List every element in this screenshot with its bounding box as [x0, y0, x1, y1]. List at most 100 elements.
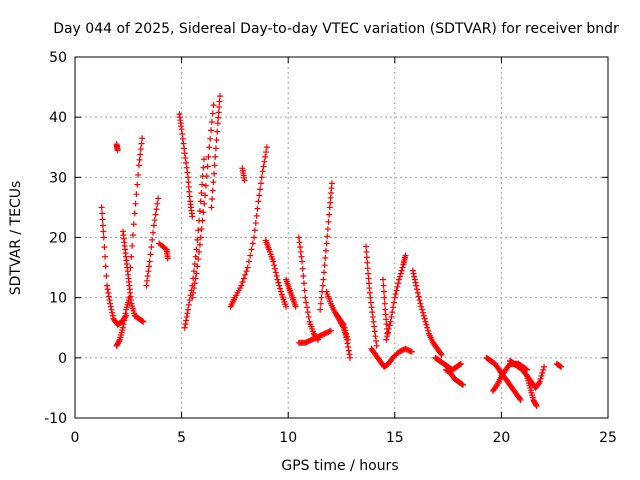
data-point-interp: [212, 153, 219, 160]
data-point-interp: [256, 192, 263, 199]
data-point-interp: [153, 206, 160, 213]
data-point-interp: [318, 294, 325, 301]
data-point-interp: [277, 288, 284, 295]
data-point-interp: [185, 301, 192, 308]
series-arc-03: [113, 294, 133, 349]
data-point-interp: [424, 324, 431, 331]
x-tick-label: 10: [279, 430, 297, 446]
data-point: [536, 378, 543, 385]
data-point: [460, 381, 467, 388]
data-point-interp: [303, 299, 310, 306]
data-point-interp: [102, 263, 109, 270]
data-point-interp: [493, 383, 500, 390]
data-point-interp: [254, 205, 261, 212]
data-point-interp: [399, 264, 406, 271]
data-point-interp: [196, 241, 203, 248]
data-point-interp: [411, 273, 418, 280]
data-point-interp: [324, 226, 331, 233]
data-point-interp: [109, 309, 116, 316]
data-point-interp: [371, 323, 378, 330]
data-point: [197, 198, 204, 205]
data-point-interp: [105, 289, 112, 296]
data-point-interp: [258, 174, 265, 181]
data-point: [396, 276, 403, 283]
data-point: [263, 144, 270, 151]
data-point-interp: [516, 395, 523, 402]
data-point-interp: [317, 300, 324, 307]
data-point: [517, 396, 524, 403]
data-point-interp: [398, 267, 405, 274]
data-point-interp: [392, 291, 399, 298]
data-point-interp: [135, 171, 142, 178]
x-tick-label: 0: [71, 430, 80, 446]
data-point-interp: [390, 299, 397, 306]
data-point-interp: [260, 163, 267, 170]
data-point-interp: [305, 313, 312, 320]
data-point-interp: [369, 309, 376, 316]
data-point-interp: [538, 372, 545, 379]
data-point-interp: [99, 222, 106, 229]
data-point-interp: [130, 221, 137, 228]
data-point-interp: [212, 145, 219, 152]
data-point-interp: [134, 181, 141, 188]
data-point: [391, 294, 398, 301]
data-point-interp: [198, 226, 205, 233]
data-point-interp: [326, 328, 333, 335]
data-point-interp: [213, 137, 220, 144]
data-point-interp: [396, 273, 403, 280]
data-point: [380, 276, 387, 283]
data-point: [241, 177, 248, 184]
data-point-interp: [209, 110, 216, 117]
series-arc-10: [189, 102, 217, 301]
series-arc-21: [363, 243, 380, 349]
data-point-interp: [261, 158, 268, 165]
data-point-interp: [181, 145, 188, 152]
series-arc-20: [334, 312, 354, 361]
data-point: [438, 351, 445, 358]
data-point-interp: [457, 361, 464, 368]
data-point: [197, 234, 204, 241]
data-point-interp: [100, 228, 107, 235]
data-point-interp: [272, 269, 279, 276]
data-point: [155, 195, 162, 202]
data-point-interp: [321, 269, 328, 276]
data-point-interp: [108, 306, 115, 313]
series-arc-06: [143, 195, 162, 289]
data-point-interp: [109, 312, 116, 319]
data-point-interp: [145, 263, 152, 270]
data-point-interp: [133, 191, 140, 198]
chart-title: Day 044 of 2025, Sidereal Day-to-day VTE…: [53, 21, 619, 37]
data-point: [181, 324, 188, 331]
data-point-interp: [253, 212, 260, 219]
data-point-interp: [103, 273, 110, 280]
data-point-interp: [397, 270, 404, 277]
data-point-interp: [137, 151, 144, 158]
data-point: [178, 126, 185, 133]
data-point: [255, 198, 262, 205]
data-point-interp: [326, 211, 333, 218]
data-point: [150, 222, 157, 229]
x-tick-label: 20: [492, 430, 510, 446]
data-point-interp: [380, 282, 387, 289]
data-point: [127, 264, 134, 271]
data-point-interp: [184, 310, 191, 317]
data-point: [402, 252, 409, 259]
data-point: [139, 135, 146, 142]
data-point: [114, 147, 121, 154]
data-point: [208, 204, 215, 211]
data-point: [274, 276, 281, 283]
data-point-interp: [150, 229, 157, 236]
data-point-interp: [104, 286, 111, 293]
data-point-interp: [196, 248, 203, 255]
data-point-interp: [423, 321, 430, 328]
data-point-interp: [128, 253, 135, 260]
data-point-interp: [372, 333, 379, 340]
data-point-interp: [540, 366, 547, 373]
data-point-interp: [239, 279, 246, 286]
data-point-interp: [532, 401, 539, 408]
data-point-interp: [200, 164, 207, 171]
data-point-interp: [145, 268, 152, 275]
data-point-interp: [263, 149, 270, 156]
data-point-interp: [257, 186, 264, 193]
